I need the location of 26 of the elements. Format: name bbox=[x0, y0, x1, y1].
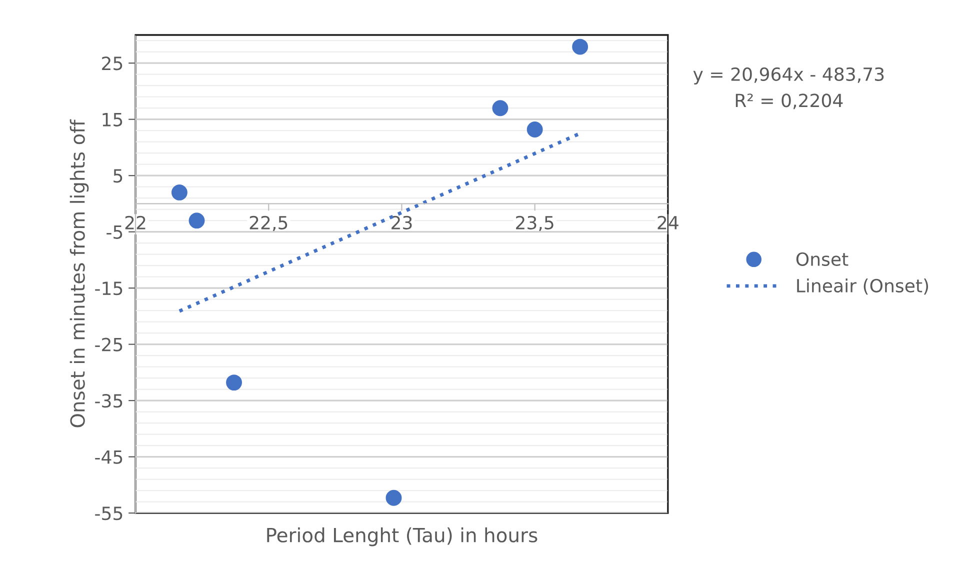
point bbox=[226, 374, 242, 391]
point bbox=[526, 121, 543, 138]
text: R² = 0,2204 bbox=[736, 94, 843, 110]
y-tick-label: 5 bbox=[114, 169, 122, 183]
x-tick-label: 22 bbox=[125, 216, 146, 230]
y-tick-label: -35 bbox=[95, 394, 122, 408]
x-tick-label: 22,5 bbox=[250, 216, 288, 232]
point bbox=[572, 38, 588, 55]
legend-label: Onset bbox=[796, 252, 848, 266]
y-axis-title: Onset in minutes from lights off bbox=[70, 119, 89, 428]
point bbox=[492, 100, 508, 116]
y-tick-label: -45 bbox=[95, 450, 122, 464]
text: y = 20,964x - 483,73 bbox=[693, 67, 884, 85]
y-tick-label: -25 bbox=[95, 338, 122, 352]
y-tick-label: 15 bbox=[102, 113, 122, 126]
y-tick-label: 25 bbox=[102, 56, 122, 70]
y-tick-label: -55 bbox=[95, 506, 122, 520]
legend-label: Lineair (Onset) bbox=[797, 278, 928, 295]
x-tick-label: 23 bbox=[392, 216, 412, 230]
point bbox=[188, 212, 205, 229]
y-tick-label: -15 bbox=[95, 282, 122, 296]
y-tick-label: -5 bbox=[106, 226, 122, 239]
x-tick-label: 23,5 bbox=[516, 216, 554, 232]
x-axis-title: Period Lenght (Tau) in hours bbox=[267, 527, 538, 546]
point bbox=[386, 490, 402, 506]
point bbox=[171, 184, 188, 200]
